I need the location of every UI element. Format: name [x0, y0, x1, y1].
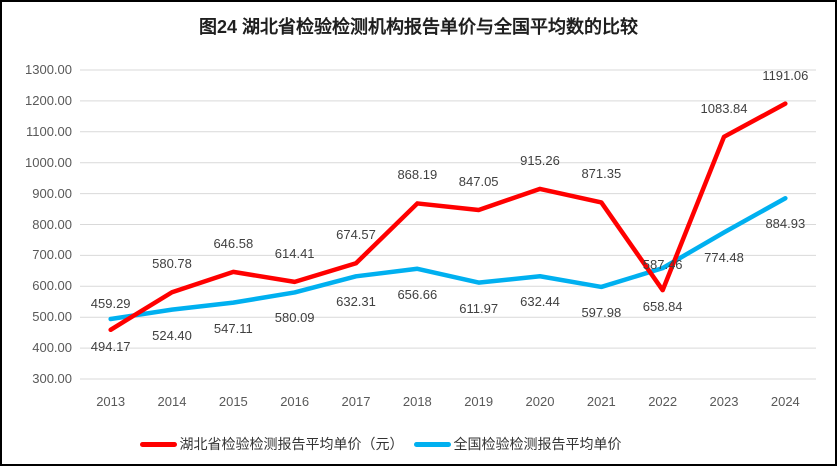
data-label: 774.48: [704, 250, 744, 266]
x-tick-label: 2013: [96, 394, 126, 409]
x-tick-label: 2023: [709, 394, 739, 409]
y-tick-label: 300.00: [32, 371, 72, 386]
x-tick-label: 2021: [586, 394, 616, 409]
x-tick-label: 2022: [648, 394, 678, 409]
x-tick-label: 2020: [525, 394, 555, 409]
data-label: 524.40: [152, 327, 192, 343]
data-label: 847.05: [458, 173, 499, 189]
legend-label-national: 全国检验检测报告平均单价: [453, 436, 622, 452]
data-label: 674.57: [336, 227, 376, 243]
data-label: 614.41: [274, 245, 315, 261]
data-label: 632.44: [520, 294, 560, 310]
legend-label-hubei: 湖北省检验检测报告平均单价（元）: [179, 436, 404, 452]
data-label: 597.98: [581, 304, 622, 320]
legend-marker-hubei-icon: [139, 441, 177, 447]
y-tick-label: 400.00: [32, 340, 72, 356]
x-tick-label: 2019: [464, 394, 494, 409]
legend-item-national: 全国检验检测报告平均单价: [413, 434, 622, 454]
data-label: 547.11: [213, 320, 253, 336]
data-label: 871.35: [581, 166, 622, 182]
y-tick-label: 1300.00: [25, 62, 72, 77]
data-label: 459.29: [90, 296, 131, 311]
series-line-hubei: [108, 101, 788, 333]
data-label: 611.97: [459, 300, 499, 316]
data-label: 884.93: [765, 216, 806, 232]
x-tick-label: 2014: [157, 394, 187, 409]
data-label: 494.17: [90, 338, 131, 354]
chart-legend: 湖北省检验检测报告平均单价（元） 全国检验检测报告平均单价: [2, 434, 759, 454]
data-label: 587.46: [642, 257, 683, 273]
data-label: 915.26: [520, 152, 560, 168]
data-label: 646.58: [213, 235, 254, 251]
data-label: 1083.84: [700, 100, 748, 116]
legend-item-hubei: 湖北省检验检测报告平均单价（元）: [139, 434, 404, 454]
data-label: 868.19: [397, 167, 438, 183]
data-label: 658.84: [642, 299, 683, 315]
x-tick-label: 2015: [218, 394, 248, 409]
x-tick-label: 2018: [402, 394, 432, 409]
data-label: 1191.06: [762, 67, 809, 83]
chart-title: 图24 湖北省检验检测机构报告单价与全国平均数的比较: [198, 17, 639, 37]
x-tick-label: 2017: [341, 394, 371, 409]
y-tick-label: 600.00: [32, 278, 72, 294]
y-tick-label: 800.00: [32, 216, 72, 232]
data-label: 632.31: [336, 294, 376, 310]
x-tick-label: 2024: [770, 394, 800, 409]
legend-marker-national-icon: [413, 441, 451, 447]
x-tick-label: 2016: [280, 394, 310, 409]
y-tick-label: 700.00: [32, 247, 72, 263]
series-line-national: [108, 196, 788, 322]
y-tick-label: 900.00: [32, 185, 72, 201]
y-tick-label: 1200.00: [25, 92, 72, 108]
data-label: 580.09: [274, 310, 315, 326]
y-tick-label: 1000.00: [25, 154, 72, 170]
data-label: 656.66: [397, 286, 438, 302]
data-label: 580.78: [152, 256, 192, 272]
y-tick-label: 500.00: [32, 309, 72, 325]
y-tick-label: 1100.00: [25, 123, 72, 139]
